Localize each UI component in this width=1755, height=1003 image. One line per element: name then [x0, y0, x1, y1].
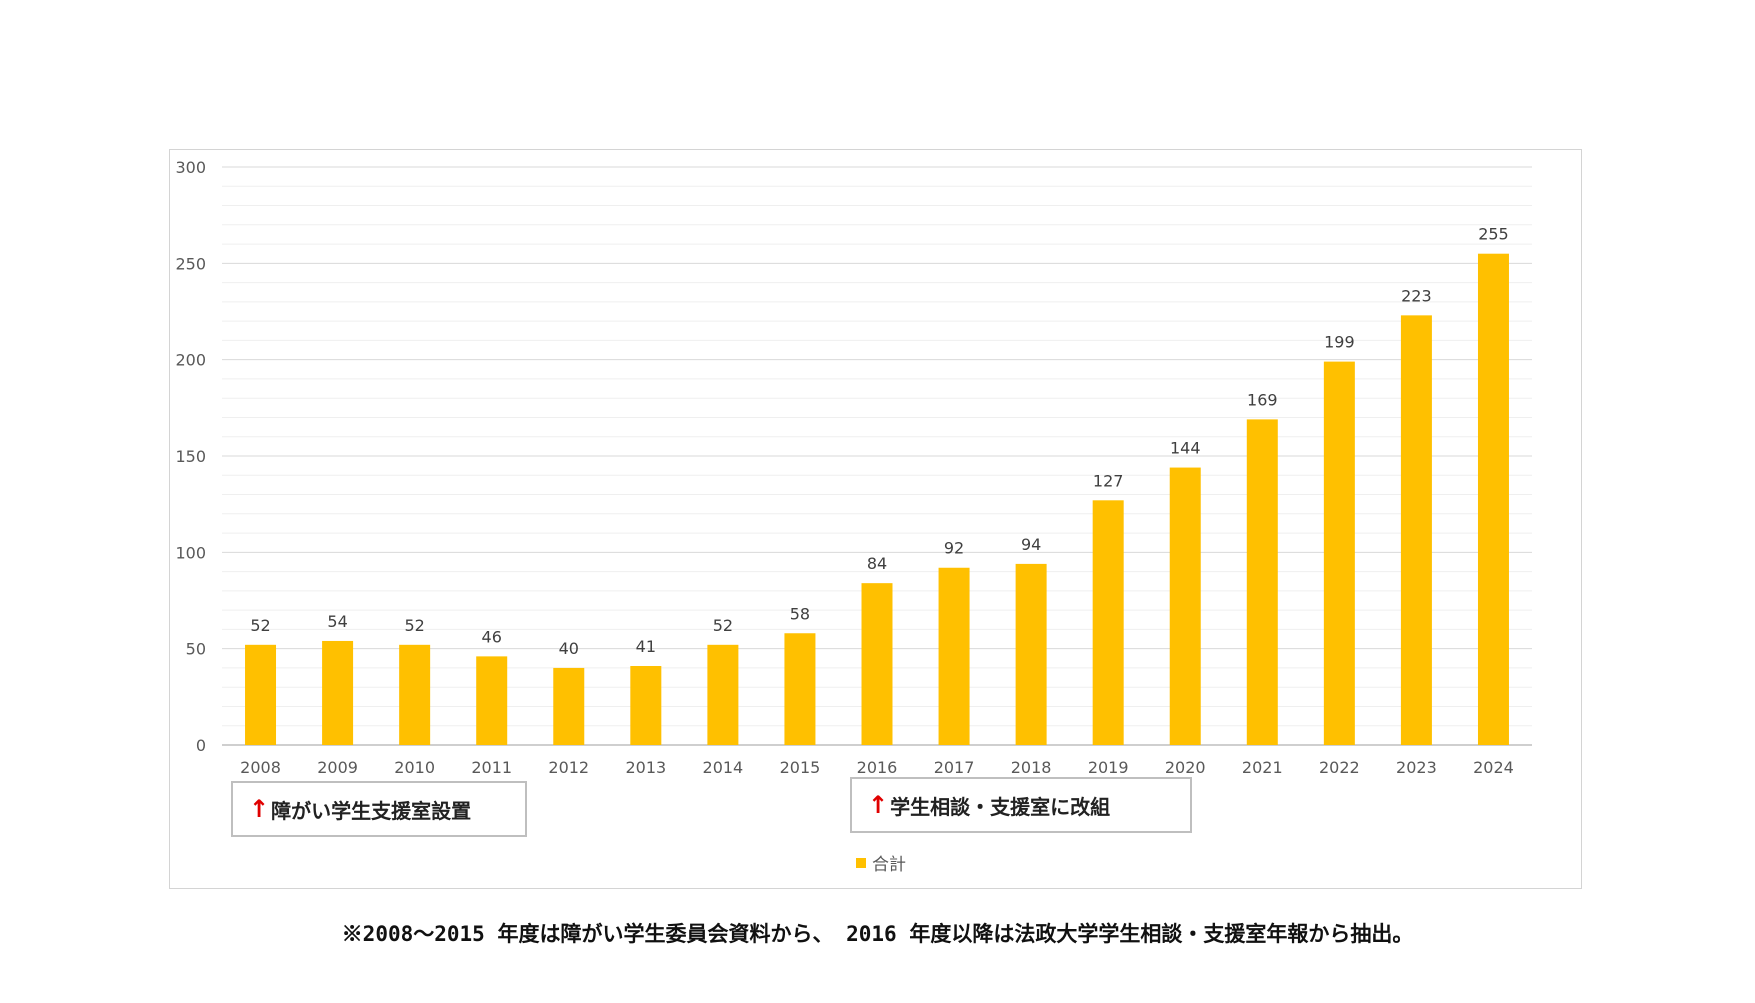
y-tick-label: 300: [175, 158, 206, 177]
bar: [1323, 361, 1355, 745]
data-label: 52: [250, 616, 270, 635]
x-tick-label: 2022: [1319, 758, 1360, 777]
x-tick-label: 2010: [394, 758, 435, 777]
data-label: 52: [713, 616, 733, 635]
data-label: 52: [404, 616, 424, 635]
bar: [1169, 467, 1201, 745]
data-label: 58: [790, 604, 810, 623]
bar: [1015, 563, 1047, 745]
x-tick-label: 2012: [548, 758, 589, 777]
x-tick-label: 2024: [1473, 758, 1514, 777]
footnote: ※2008～2015 年度は障がい学生委員会資料から、 2016 年度以降は法政…: [341, 922, 1414, 946]
y-axis-ticks: 0 50 100 150 200 250 300: [175, 158, 206, 755]
x-tick-label: 2008: [240, 758, 281, 777]
data-label: 255: [1478, 225, 1509, 244]
bar: [938, 567, 970, 745]
up-arrow-icon: ↑: [868, 791, 889, 819]
legend-label: 合計: [872, 855, 906, 875]
y-tick-label: 100: [175, 543, 206, 562]
data-label: 169: [1247, 390, 1278, 409]
data-label: 40: [559, 639, 579, 658]
bar-chart: 0 50 100 150 200 250 300 52 54 52 46 40 41 52 58 84 92 9…: [175, 158, 1532, 777]
x-tick-label: 2020: [1165, 758, 1206, 777]
x-tick-label: 2023: [1396, 758, 1437, 777]
x-tick-label: 2013: [625, 758, 666, 777]
legend: 合計: [856, 850, 906, 875]
y-tick-label: 50: [186, 640, 206, 659]
y-tick-label: 200: [175, 351, 206, 370]
bar: [322, 640, 354, 745]
data-label: 46: [482, 627, 502, 646]
data-label: 144: [1170, 439, 1201, 458]
y-tick-label: 0: [196, 736, 206, 755]
bar: [399, 644, 431, 745]
data-label: 84: [867, 554, 887, 573]
x-tick-label: 2014: [703, 758, 744, 777]
x-tick-label: 2011: [471, 758, 512, 777]
y-tick-label: 250: [175, 254, 206, 273]
bar: [707, 644, 739, 745]
x-tick-label: 2016: [857, 758, 898, 777]
y-tick-label: 150: [175, 447, 206, 466]
chart-frame: 0 50 100 150 200 250 300 52 54 52 46 40 41 52 58 84 92 9…: [169, 149, 1582, 889]
data-label: 41: [636, 637, 656, 656]
annotation-text: 学生相談・支援室に改組: [890, 794, 1111, 819]
bar: [553, 667, 585, 745]
bar: [1246, 419, 1278, 745]
data-label: 127: [1093, 471, 1124, 490]
data-label: 199: [1324, 333, 1355, 352]
annotation-text: 障がい学生支援室設置: [271, 798, 472, 823]
bar: [630, 666, 662, 745]
data-label: 223: [1401, 286, 1432, 305]
data-label: 54: [327, 612, 347, 631]
legend-swatch: [856, 857, 866, 868]
bar: [245, 644, 277, 745]
bar: [476, 656, 508, 745]
bar: [784, 633, 816, 745]
x-tick-label: 2009: [317, 758, 358, 777]
bar: [861, 583, 893, 745]
bars: [245, 253, 1509, 745]
bar: [1092, 500, 1124, 745]
x-tick-label: 2015: [780, 758, 821, 777]
x-axis-ticks: 2008 2009 2010 2011 2012 2013 2014 2015 2016 2017…: [240, 758, 1514, 777]
bar: [1400, 315, 1432, 745]
x-tick-label: 2019: [1088, 758, 1129, 777]
x-tick-label: 2021: [1242, 758, 1283, 777]
data-label: 94: [1021, 535, 1041, 554]
x-tick-label: 2017: [934, 758, 975, 777]
bar: [1477, 253, 1509, 745]
data-label: 92: [944, 539, 964, 558]
annotation-support-office-established: ↑ 障がい学生支援室設置: [231, 781, 527, 837]
x-tick-label: 2018: [1011, 758, 1052, 777]
annotation-reorganized: ↑ 学生相談・支援室に改組: [850, 777, 1192, 833]
data-labels: 52 54 52 46 40 41 52 58 84 92 94 127 144 169 199 223 255: [250, 225, 1508, 658]
up-arrow-icon: ↑: [249, 795, 270, 823]
